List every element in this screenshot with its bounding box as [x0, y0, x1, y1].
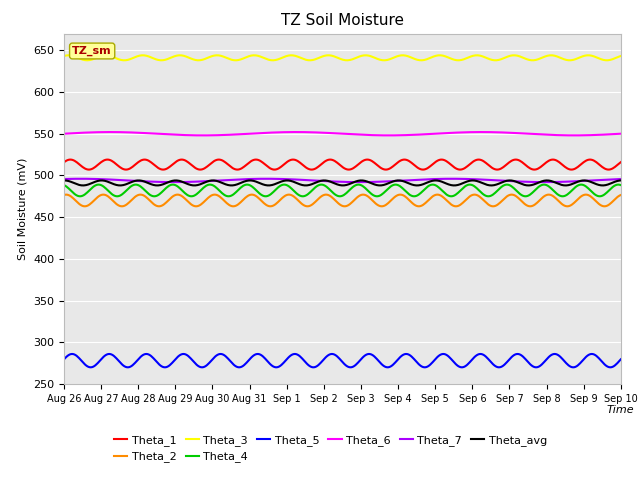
- Line: Theta_4: Theta_4: [64, 185, 621, 196]
- Theta_6: [567, 132, 575, 138]
- Line: Theta_6: Theta_6: [64, 132, 621, 135]
- Theta_avg: [617, 178, 625, 183]
- Theta_1: [374, 163, 381, 168]
- Theta_1: [60, 159, 68, 165]
- Line: Theta_3: Theta_3: [64, 55, 621, 60]
- Theta_4: [469, 183, 477, 189]
- Theta_2: [617, 192, 625, 198]
- Theta_5: [470, 354, 478, 360]
- Theta_avg: [374, 182, 381, 188]
- Theta_3: [566, 58, 573, 63]
- Text: TZ_sm: TZ_sm: [72, 46, 112, 56]
- Theta_avg: [568, 181, 576, 187]
- Theta_1: [472, 157, 479, 163]
- Theta_3: [567, 58, 575, 63]
- Theta_4: [60, 182, 68, 188]
- Line: Theta_2: Theta_2: [64, 194, 621, 206]
- Theta_7: [617, 176, 625, 182]
- Theta_5: [567, 364, 575, 370]
- Theta_4: [372, 193, 380, 199]
- Theta_7: [449, 176, 456, 181]
- Theta_5: [68, 351, 76, 357]
- Theta_4: [234, 188, 241, 194]
- Theta_3: [617, 53, 625, 59]
- Theta_3: [399, 52, 406, 58]
- Theta_2: [60, 192, 68, 198]
- Theta_4: [617, 182, 625, 188]
- Line: Theta_7: Theta_7: [64, 179, 621, 182]
- Theta_6: [617, 131, 625, 137]
- Theta_2: [545, 192, 552, 197]
- Theta_7: [373, 179, 381, 185]
- Theta_7: [355, 179, 363, 185]
- Theta_5: [373, 356, 381, 362]
- Theta_avg: [234, 181, 241, 187]
- Legend: Theta_1, Theta_2, Theta_3, Theta_4, Theta_5, Theta_6, Theta_7, Theta_avg: Theta_1, Theta_2, Theta_3, Theta_4, Thet…: [114, 435, 547, 462]
- Theta_1: [617, 159, 625, 165]
- Theta_6: [296, 129, 304, 135]
- Theta_4: [295, 192, 303, 198]
- Theta_5: [617, 357, 625, 362]
- Theta_5: [234, 364, 242, 370]
- Theta_7: [295, 177, 303, 182]
- Theta_7: [568, 179, 576, 184]
- Theta_6: [107, 129, 115, 135]
- Theta_3: [584, 52, 592, 58]
- Line: Theta_1: Theta_1: [64, 159, 621, 169]
- Theta_4: [568, 188, 576, 193]
- Theta_2: [469, 192, 477, 198]
- Theta_3: [60, 53, 68, 59]
- Theta_6: [470, 129, 478, 135]
- Theta_1: [568, 167, 576, 172]
- Theta_6: [234, 132, 242, 137]
- Theta_7: [399, 178, 407, 183]
- Theta_6: [399, 132, 407, 138]
- Y-axis label: Soil Moisture (mV): Soil Moisture (mV): [17, 157, 28, 260]
- Theta_2: [295, 198, 303, 204]
- Theta_1: [295, 159, 303, 165]
- Theta_7: [60, 176, 68, 182]
- Title: TZ Soil Moisture: TZ Soil Moisture: [281, 13, 404, 28]
- Theta_1: [326, 156, 334, 162]
- Theta_avg: [265, 182, 273, 188]
- Theta_avg: [298, 182, 305, 188]
- Theta_2: [399, 192, 406, 198]
- Theta_3: [469, 53, 477, 59]
- Theta_avg: [401, 179, 408, 184]
- Theta_1: [308, 167, 316, 172]
- Theta_1: [234, 167, 241, 172]
- Theta_7: [234, 177, 241, 182]
- X-axis label: Time: Time: [607, 405, 635, 415]
- Theta_6: [60, 131, 68, 137]
- Theta_1: [401, 156, 408, 162]
- Theta_4: [503, 182, 511, 188]
- Theta_2: [568, 202, 576, 207]
- Theta_4: [399, 185, 406, 191]
- Line: Theta_avg: Theta_avg: [64, 180, 621, 185]
- Theta_avg: [246, 178, 254, 183]
- Theta_6: [570, 132, 578, 138]
- Line: Theta_5: Theta_5: [64, 354, 621, 367]
- Theta_3: [372, 55, 380, 61]
- Theta_2: [372, 201, 380, 206]
- Theta_6: [373, 132, 381, 138]
- Theta_5: [60, 357, 68, 362]
- Theta_avg: [472, 178, 479, 183]
- Theta_3: [295, 54, 303, 60]
- Theta_5: [296, 353, 304, 359]
- Theta_3: [234, 57, 241, 63]
- Theta_5: [607, 364, 614, 370]
- Theta_2: [563, 204, 571, 209]
- Theta_4: [522, 193, 529, 199]
- Theta_5: [399, 352, 407, 358]
- Theta_2: [234, 202, 241, 208]
- Theta_7: [472, 176, 479, 182]
- Theta_avg: [60, 178, 68, 183]
